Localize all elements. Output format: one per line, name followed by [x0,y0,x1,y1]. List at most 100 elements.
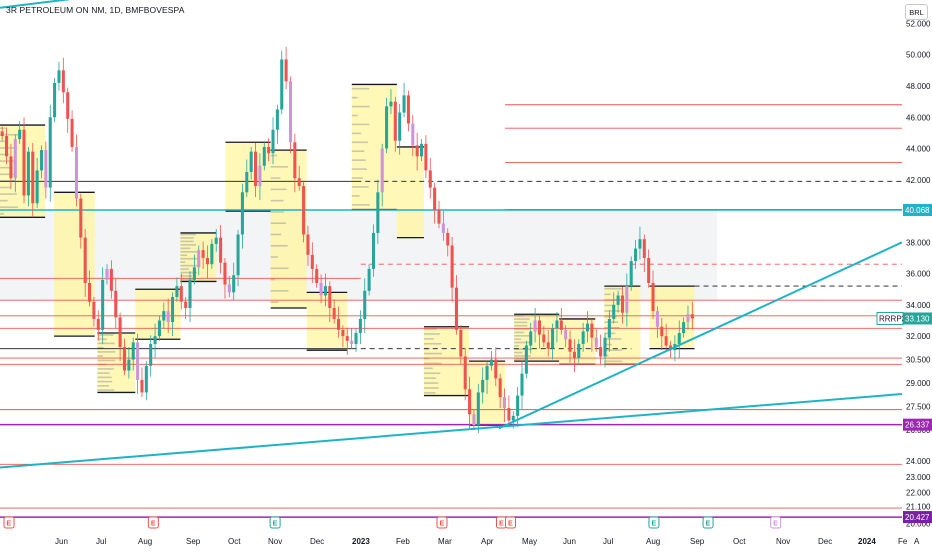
candle-body [232,275,236,293]
candle-body [26,151,30,196]
candle-body [214,237,218,244]
volume-profile-bar [0,153,10,156]
candle-body [328,286,332,308]
candle-body [83,237,87,283]
candle-body [293,142,297,179]
chart-title: 3R PETROLEUM ON NM, 1D, BMFBOVESPA [6,5,185,15]
volume-profile-bar [351,123,370,126]
candle-body [57,70,61,83]
candle-body [581,331,585,344]
volume-profile-bar [97,359,116,362]
volume-profile-bar [97,380,113,383]
trendline[interactable] [0,0,126,9]
candle-body [594,337,598,348]
candle-body [406,95,410,124]
candle-body [446,232,450,246]
trendline[interactable] [0,392,903,469]
candle-body [502,397,507,409]
price-tag [903,511,932,524]
earnings-event-icon[interactable] [269,516,281,529]
volume-profile-bar [0,140,7,143]
currency-button[interactable]: BRL [905,4,928,20]
candle-body [79,198,83,238]
earnings-event-icon[interactable] [505,516,517,529]
candle-body [481,379,485,393]
volume-profile-bar [97,389,115,391]
candle-body [668,345,673,351]
candle-body [511,415,515,421]
candle-body [0,131,4,137]
candle-body [96,318,100,330]
candle-body [236,234,240,276]
candle-body [280,59,284,110]
candle-body [647,257,651,283]
earnings-event-icon[interactable] [648,516,660,529]
x-tick-label: Oct [228,537,241,546]
volume-profile-bar [604,304,614,307]
volume-profile-bar [97,355,103,357]
candle-body [572,351,576,359]
volume-profile-bar [514,331,525,334]
volume-profile-bar [351,177,363,179]
volume-profile-bar [351,96,358,99]
volume-profile-bar [0,206,18,209]
volume-profile-bar [604,315,618,318]
candle-body [5,136,9,157]
trendline[interactable] [498,241,903,430]
price-tag-label: 20.427 [905,513,930,522]
volume-profile-bar [180,237,194,239]
candle-body [472,414,476,426]
earnings-event-label: E [273,521,278,528]
volume-profile-bar [180,261,186,263]
earnings-event-icon[interactable] [147,516,159,529]
volume-profile-bar [0,133,18,136]
volume-profile-bar [604,349,623,351]
volume-profile-bar [423,328,437,330]
earnings-event-label: E [651,521,656,528]
earnings-event-icon[interactable] [436,516,448,529]
volume-profile-bar [270,222,286,225]
candle-body [297,178,301,187]
candle-body [485,365,489,380]
candle-body [144,365,148,393]
candle-body [559,320,563,330]
earnings-event-label: E [499,521,504,528]
volume-profile-bar [604,338,622,340]
candle-body [677,333,681,344]
x-tick-label: Dec [818,537,832,546]
auto-scale-button[interactable]: A [914,537,920,546]
candle-body [603,337,607,357]
volume-profile-bar [0,199,8,202]
x-tick-label: Aug [646,537,660,546]
volume-profile-bar [423,382,439,384]
volume-profile-bar [423,352,442,355]
x-tick-label: 2024 [858,537,876,546]
candle-body [690,314,694,319]
volume-profile-bar [351,168,367,170]
candle-body [267,146,271,154]
zone-box [396,146,424,238]
volume-profile-bar [180,247,191,250]
earnings-event-icon[interactable] [702,516,714,529]
candle-body [92,301,96,319]
candle-body [398,112,402,141]
price-tag-label: 40.068 [905,206,930,215]
volume-profile-bar [351,87,370,90]
volume-profile-bar [270,211,285,213]
volume-profile-bar [423,362,442,365]
candle-body [166,311,170,323]
candle-body [350,340,354,344]
candle-body [516,395,520,416]
y-tick-label: 27.500 [906,402,931,411]
earnings-event-icon[interactable] [3,516,15,529]
x-tick-label: 2023 [352,537,370,546]
volume-profile-bar [180,264,199,267]
earnings-event-icon[interactable] [770,516,782,529]
candle-body [341,329,345,337]
candle-body [642,239,646,258]
range-band [0,209,718,301]
candle-body [402,95,406,113]
volume-profile-bar [514,358,526,361]
